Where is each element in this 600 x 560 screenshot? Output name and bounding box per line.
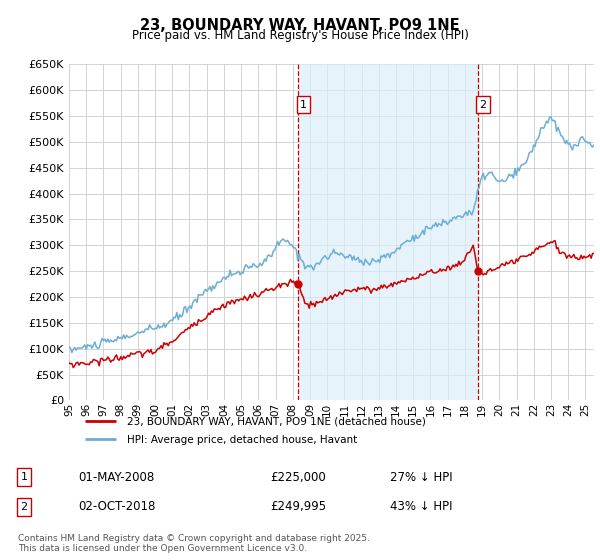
Text: 23, BOUNDARY WAY, HAVANT, PO9 1NE (detached house): 23, BOUNDARY WAY, HAVANT, PO9 1NE (detac… xyxy=(127,417,425,426)
Text: 43% ↓ HPI: 43% ↓ HPI xyxy=(390,500,452,514)
Text: £225,000: £225,000 xyxy=(270,470,326,484)
Text: HPI: Average price, detached house, Havant: HPI: Average price, detached house, Hava… xyxy=(127,435,357,445)
Text: 1: 1 xyxy=(300,100,307,110)
Text: 2: 2 xyxy=(20,502,28,512)
Text: Contains HM Land Registry data © Crown copyright and database right 2025.
This d: Contains HM Land Registry data © Crown c… xyxy=(18,534,370,553)
Text: 02-OCT-2018: 02-OCT-2018 xyxy=(78,500,155,514)
Text: 23, BOUNDARY WAY, HAVANT, PO9 1NE: 23, BOUNDARY WAY, HAVANT, PO9 1NE xyxy=(140,18,460,33)
Text: £249,995: £249,995 xyxy=(270,500,326,514)
Text: 01-MAY-2008: 01-MAY-2008 xyxy=(78,470,154,484)
Bar xyxy=(298,64,478,400)
Text: 27% ↓ HPI: 27% ↓ HPI xyxy=(390,470,452,484)
Text: 2: 2 xyxy=(479,100,487,110)
Text: 1: 1 xyxy=(20,472,28,482)
Text: Price paid vs. HM Land Registry's House Price Index (HPI): Price paid vs. HM Land Registry's House … xyxy=(131,29,469,42)
